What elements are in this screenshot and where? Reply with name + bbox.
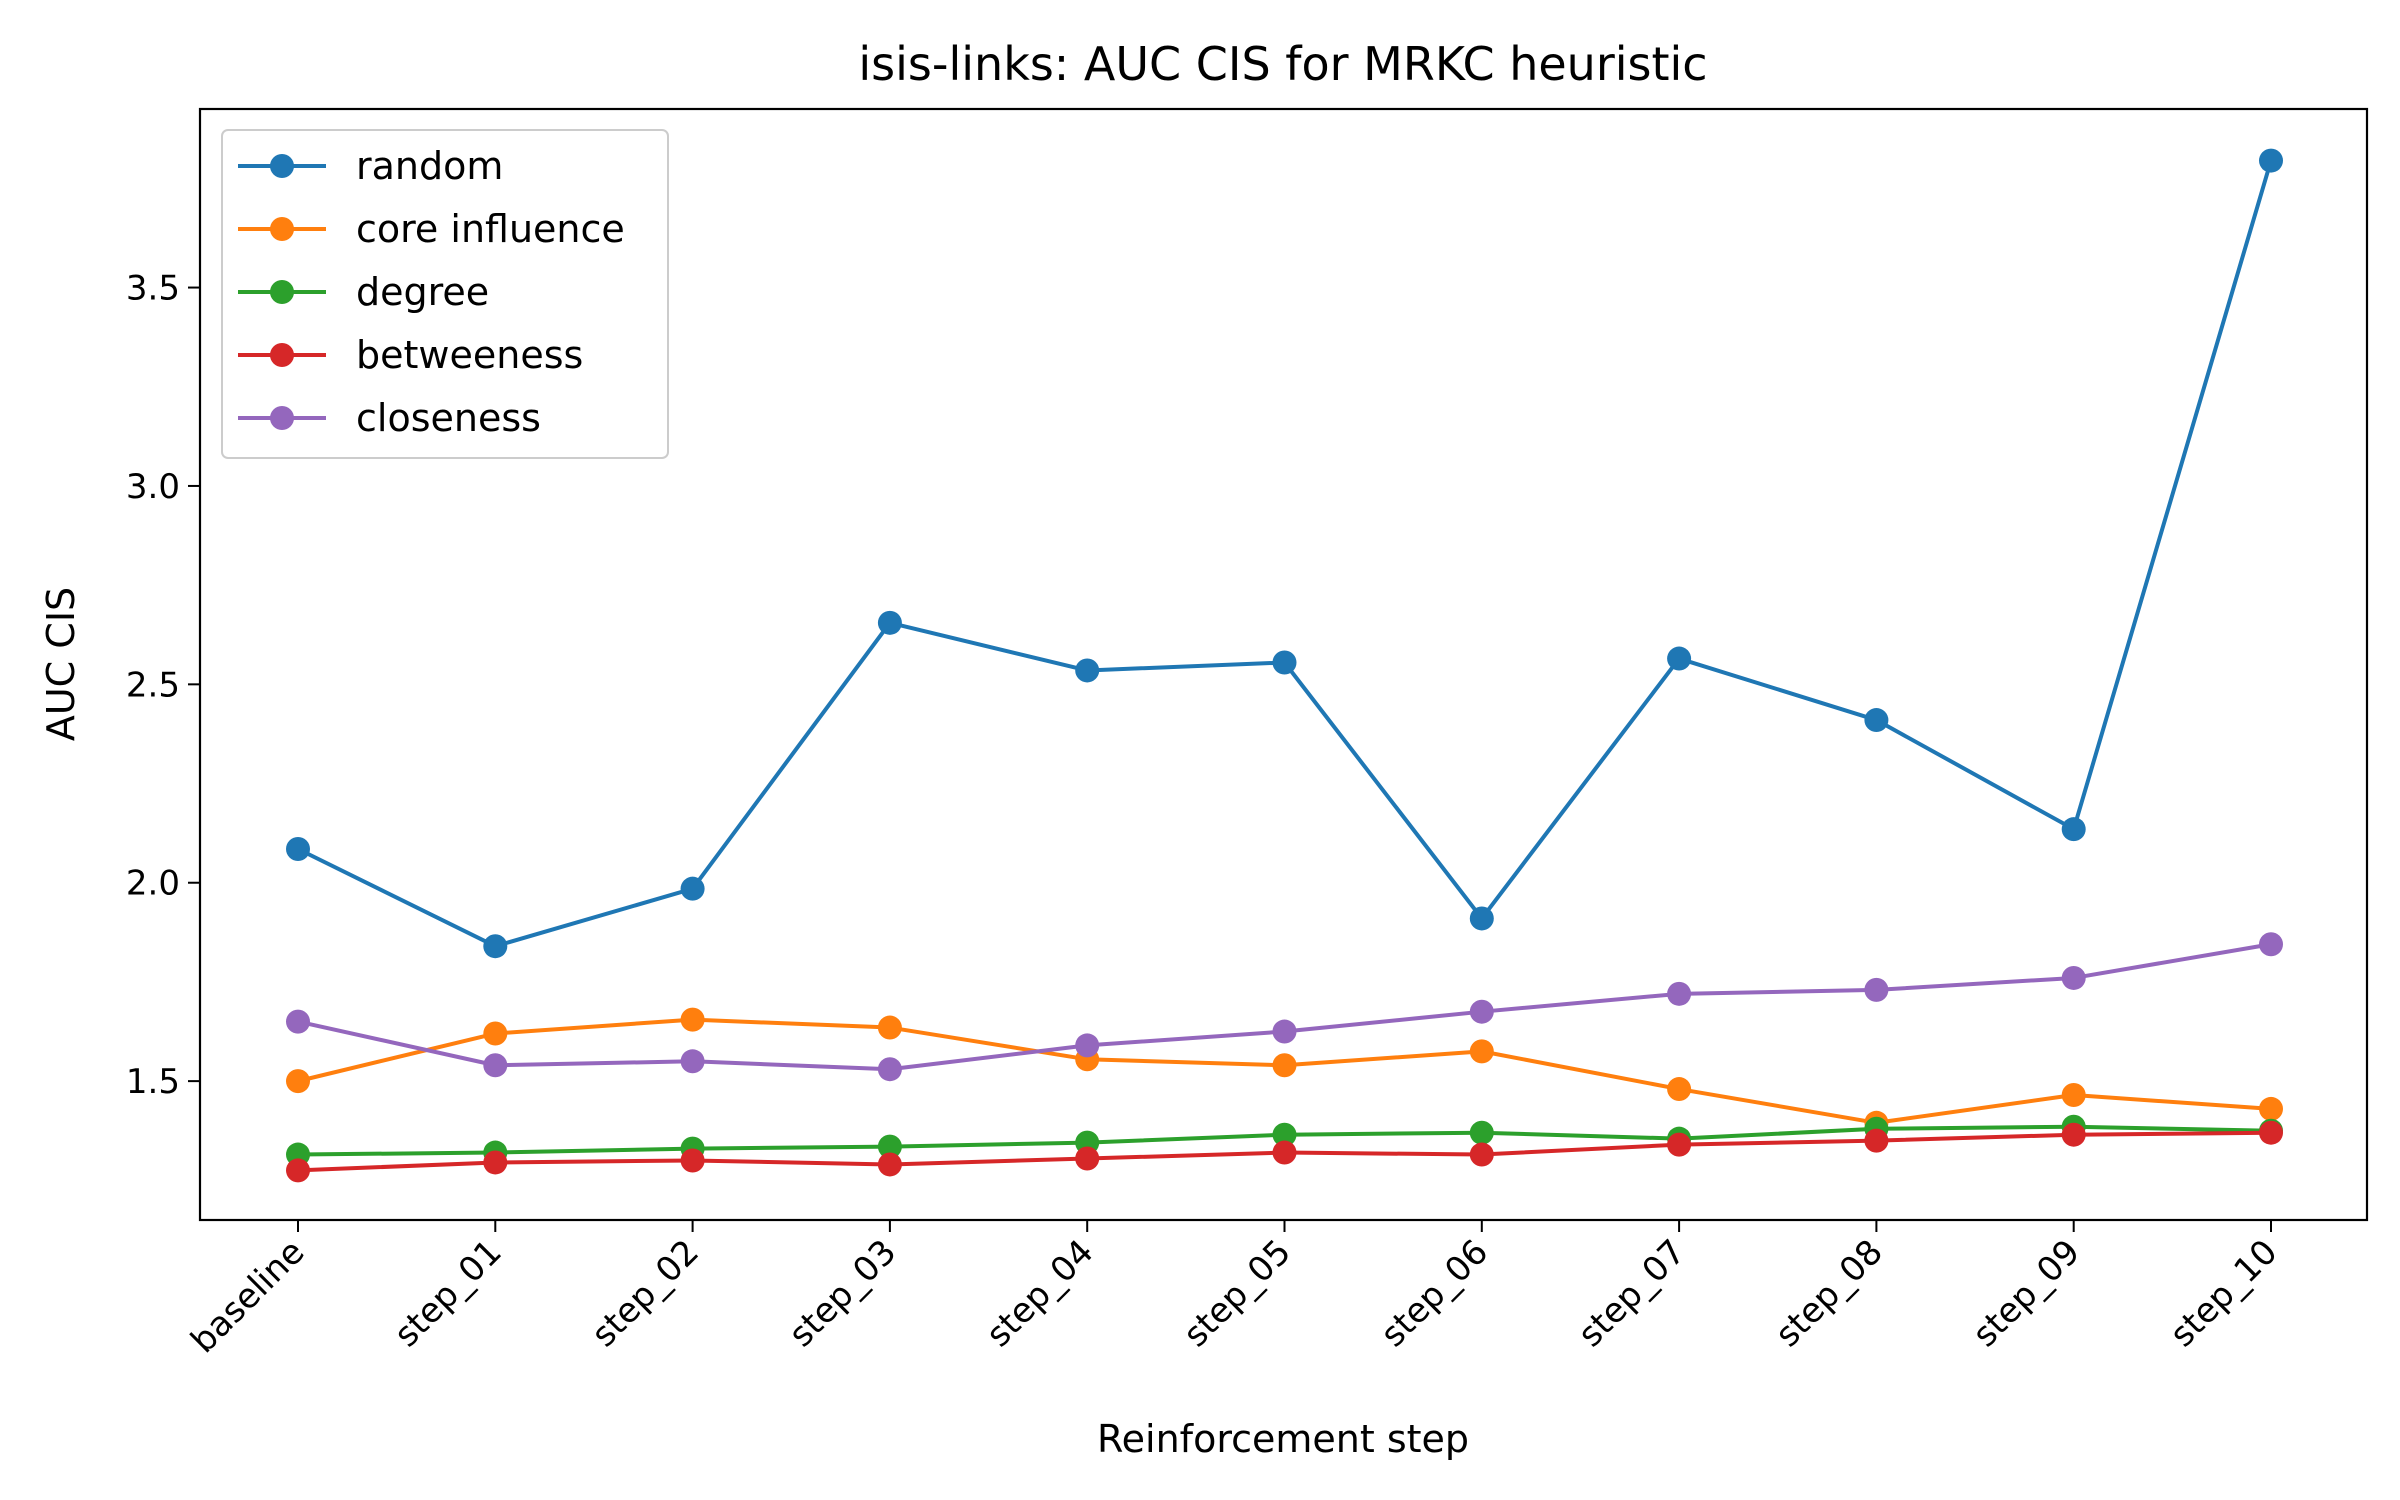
data-point-random (2061, 817, 2086, 842)
data-point-random (1272, 650, 1297, 675)
y-tick-label: 1.5 (126, 1062, 180, 1102)
data-point-core-influence (877, 1015, 902, 1040)
data-point-random (1864, 708, 1889, 733)
data-point-betweeness (1075, 1146, 1100, 1171)
data-point-degree (1272, 1122, 1297, 1147)
data-point-betweeness (286, 1158, 310, 1183)
data-point-core-influence (1667, 1077, 1692, 1102)
series-betweeness (286, 1120, 2283, 1183)
data-point-random (483, 934, 508, 959)
legend-point-marker (270, 154, 294, 178)
y-tick-label: 2.5 (126, 665, 180, 705)
legend-label: degree (356, 270, 489, 314)
legend-item-betweeness: betweeness (238, 333, 583, 377)
chart-legend: random core influence degree betweeness clos… (221, 129, 669, 459)
data-point-random (2259, 148, 2283, 173)
legend-label: random (356, 144, 503, 188)
legend-point-marker (270, 280, 294, 304)
y-tick-label: 3.0 (126, 467, 180, 507)
data-point-betweeness (2259, 1120, 2283, 1145)
plot-series-group (286, 148, 2283, 1183)
data-point-random (1667, 646, 1692, 671)
x-axis-title: Reinforcement step (1097, 1417, 1469, 1461)
data-point-closeness (877, 1057, 902, 1082)
data-point-closeness (2259, 932, 2283, 957)
legend-point-marker (270, 406, 294, 430)
data-point-betweeness (1667, 1132, 1692, 1157)
y-axis-title: AUC CIS (39, 587, 83, 741)
legend-frame (221, 129, 669, 459)
data-point-betweeness (1272, 1140, 1297, 1165)
data-point-closeness (1272, 1019, 1297, 1044)
data-point-betweeness (1469, 1142, 1494, 1167)
data-point-closeness (286, 1009, 310, 1034)
data-point-betweeness (877, 1152, 902, 1177)
data-point-core-influence (1469, 1039, 1494, 1064)
y-tick-label: 3.5 (126, 269, 180, 309)
data-point-betweeness (483, 1150, 508, 1175)
data-point-closeness (1469, 999, 1494, 1024)
data-point-random (286, 837, 310, 862)
legend-label: core influence (356, 207, 625, 251)
data-point-core-influence (2061, 1083, 2086, 1108)
chart-title: isis-links: AUC CIS for MRKC heuristic (858, 37, 1707, 91)
series-closeness (286, 932, 2283, 1082)
legend-item-degree: degree (238, 270, 489, 314)
data-point-degree (877, 1134, 902, 1159)
data-point-closeness (2061, 965, 2086, 990)
data-point-degree (1469, 1120, 1494, 1145)
y-axis-ticks: 1.5 2.0 2.5 3.0 3.5 (126, 269, 200, 1102)
data-point-core-influence (286, 1069, 310, 1094)
legend-point-marker (270, 217, 294, 241)
data-point-closeness (483, 1053, 508, 1078)
series-random (286, 148, 2283, 959)
data-point-betweeness (680, 1148, 705, 1173)
data-point-random (1075, 658, 1100, 683)
legend-point-marker (270, 343, 294, 367)
data-point-core-influence (2259, 1096, 2283, 1121)
data-point-closeness (1864, 977, 1889, 1002)
data-point-random (680, 876, 705, 901)
data-point-core-influence (483, 1021, 508, 1046)
legend-label: closeness (356, 396, 541, 440)
legend-item-random: random (238, 144, 503, 188)
y-tick-label: 2.0 (126, 864, 180, 904)
legend-item-core-influence: core influence (238, 207, 625, 251)
data-point-core-influence (680, 1007, 705, 1032)
data-point-betweeness (1864, 1128, 1889, 1153)
plot-area-frame (198, 107, 2369, 1222)
data-point-closeness (1075, 1033, 1100, 1058)
data-point-random (877, 610, 902, 635)
data-point-closeness (680, 1049, 705, 1074)
data-point-random (1469, 906, 1494, 931)
data-point-closeness (1667, 981, 1692, 1006)
data-point-betweeness (2061, 1122, 2086, 1147)
legend-item-closeness: closeness (238, 396, 541, 440)
legend-label: betweeness (356, 333, 583, 377)
data-point-core-influence (1272, 1053, 1297, 1078)
